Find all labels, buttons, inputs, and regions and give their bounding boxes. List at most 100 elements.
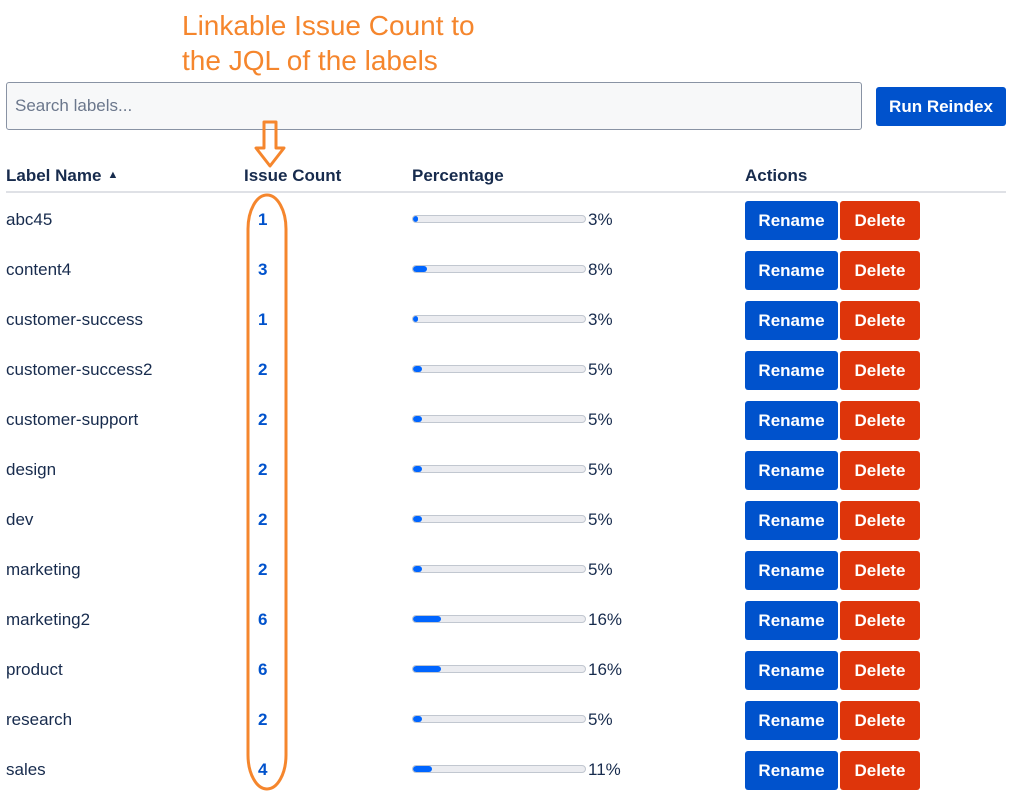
issue-count-link[interactable]: 2: [258, 510, 268, 529]
delete-button[interactable]: Delete: [840, 751, 920, 790]
table-row: marketing2 6 16% Rename Delete: [6, 595, 1006, 645]
percentage-text: 8%: [588, 260, 613, 279]
percentage-bar: [412, 765, 586, 773]
label-name: sales: [6, 760, 46, 779]
percentage-text: 5%: [588, 510, 613, 529]
percentage-bar: [412, 415, 586, 423]
percentage-bar-fill: [413, 466, 422, 472]
issue-count-link[interactable]: 3: [258, 260, 268, 279]
issue-count-link[interactable]: 1: [258, 310, 268, 329]
table-row: marketing 2 5% Rename Delete: [6, 545, 1006, 595]
percentage-text: 3%: [588, 210, 613, 229]
percentage-bar: [412, 365, 586, 373]
table-row: research 2 5% Rename Delete: [6, 695, 1006, 745]
table-row: customer-support 2 5% Rename Delete: [6, 395, 1006, 445]
issue-count-link[interactable]: 1: [258, 210, 268, 229]
rename-button[interactable]: Rename: [745, 451, 838, 490]
rename-button[interactable]: Rename: [745, 401, 838, 440]
percentage-bar-fill: [413, 666, 441, 672]
table-row: content4 3 8% Rename Delete: [6, 245, 1006, 295]
issue-count-link[interactable]: 4: [258, 760, 268, 779]
table-row: sales 4 11% Rename Delete: [6, 745, 1006, 795]
rename-button[interactable]: Rename: [745, 751, 838, 790]
label-name: marketing: [6, 560, 81, 579]
percentage-bar: [412, 615, 586, 623]
header-percentage: Percentage: [412, 166, 504, 185]
delete-button[interactable]: Delete: [840, 351, 920, 390]
rename-button[interactable]: Rename: [745, 201, 838, 240]
search-input[interactable]: [6, 82, 862, 130]
header-actions: Actions: [745, 166, 808, 185]
percentage-bar-fill: [413, 566, 422, 572]
issue-count-link[interactable]: 2: [258, 710, 268, 729]
delete-button[interactable]: Delete: [840, 451, 920, 490]
label-name: content4: [6, 260, 72, 279]
percentage-text: 16%: [588, 610, 623, 629]
percentage-bar-fill: [413, 716, 422, 722]
rename-button[interactable]: Rename: [745, 501, 838, 540]
highlight-outline-icon: [246, 193, 288, 791]
percentage-bar: [412, 715, 586, 723]
table-row: product 6 16% Rename Delete: [6, 645, 1006, 695]
table-row: design 2 5% Rename Delete: [6, 445, 1006, 495]
percentage-bar: [412, 665, 586, 673]
label-name: customer-support: [6, 410, 139, 429]
percentage-text: 11%: [588, 760, 621, 779]
percentage-text: 5%: [588, 410, 613, 429]
percentage-bar: [412, 465, 586, 473]
rename-button[interactable]: Rename: [745, 301, 838, 340]
issue-count-link[interactable]: 2: [258, 460, 268, 479]
issue-count-link[interactable]: 2: [258, 560, 268, 579]
delete-button[interactable]: Delete: [840, 401, 920, 440]
sort-ascending-icon: ▲: [107, 169, 119, 181]
percentage-bar: [412, 515, 586, 523]
delete-button[interactable]: Delete: [840, 651, 920, 690]
table-row: customer-success2 2 5% Rename Delete: [6, 345, 1006, 395]
label-name: customer-success: [6, 310, 143, 329]
delete-button[interactable]: Delete: [840, 501, 920, 540]
percentage-bar-fill: [413, 416, 422, 422]
percentage-text: 16%: [588, 660, 623, 679]
label-name: customer-success2: [6, 360, 153, 379]
label-name: dev: [6, 510, 34, 529]
rename-button[interactable]: Rename: [745, 251, 838, 290]
table-header: Label Name ▲ Issue Count Percentage Actio…: [6, 163, 1006, 193]
issue-count-link[interactable]: 2: [258, 360, 268, 379]
header-issue-count: Issue Count: [244, 166, 342, 185]
rename-button[interactable]: Rename: [745, 351, 838, 390]
percentage-bar-fill: [413, 616, 441, 622]
down-arrow-icon: [254, 120, 286, 168]
percentage-bar: [412, 265, 586, 273]
table-row: dev 2 5% Rename Delete: [6, 495, 1006, 545]
percentage-bar: [412, 315, 586, 323]
annotation-text: Linkable Issue Count to the JQL of the l…: [182, 10, 475, 76]
delete-button[interactable]: Delete: [840, 251, 920, 290]
percentage-bar-fill: [413, 766, 432, 772]
run-reindex-button[interactable]: Run Reindex: [876, 87, 1006, 126]
table-row: customer-success 1 3% Rename Delete: [6, 295, 1006, 345]
rename-button[interactable]: Rename: [745, 551, 838, 590]
delete-button[interactable]: Delete: [840, 551, 920, 590]
issue-count-link[interactable]: 2: [258, 410, 268, 429]
percentage-text: 5%: [588, 360, 613, 379]
label-name: product: [6, 660, 63, 679]
label-name: design: [6, 460, 57, 479]
rename-button[interactable]: Rename: [745, 701, 838, 740]
percentage-bar: [412, 215, 586, 223]
issue-count-link[interactable]: 6: [258, 610, 268, 629]
label-name: research: [6, 710, 73, 729]
percentage-bar-fill: [413, 366, 422, 372]
percentage-text: 5%: [588, 560, 613, 579]
delete-button[interactable]: Delete: [840, 701, 920, 740]
header-label-name[interactable]: Label Name ▲: [6, 166, 119, 185]
rename-button[interactable]: Rename: [745, 651, 838, 690]
issue-count-link[interactable]: 6: [258, 660, 268, 679]
percentage-text: 3%: [588, 310, 613, 329]
percentage-text: 5%: [588, 460, 613, 479]
rename-button[interactable]: Rename: [745, 601, 838, 640]
delete-button[interactable]: Delete: [840, 601, 920, 640]
label-name: marketing2: [6, 610, 91, 629]
delete-button[interactable]: Delete: [840, 201, 920, 240]
delete-button[interactable]: Delete: [840, 301, 920, 340]
table-row: abc45 1 3% Rename Delete: [6, 195, 1006, 245]
